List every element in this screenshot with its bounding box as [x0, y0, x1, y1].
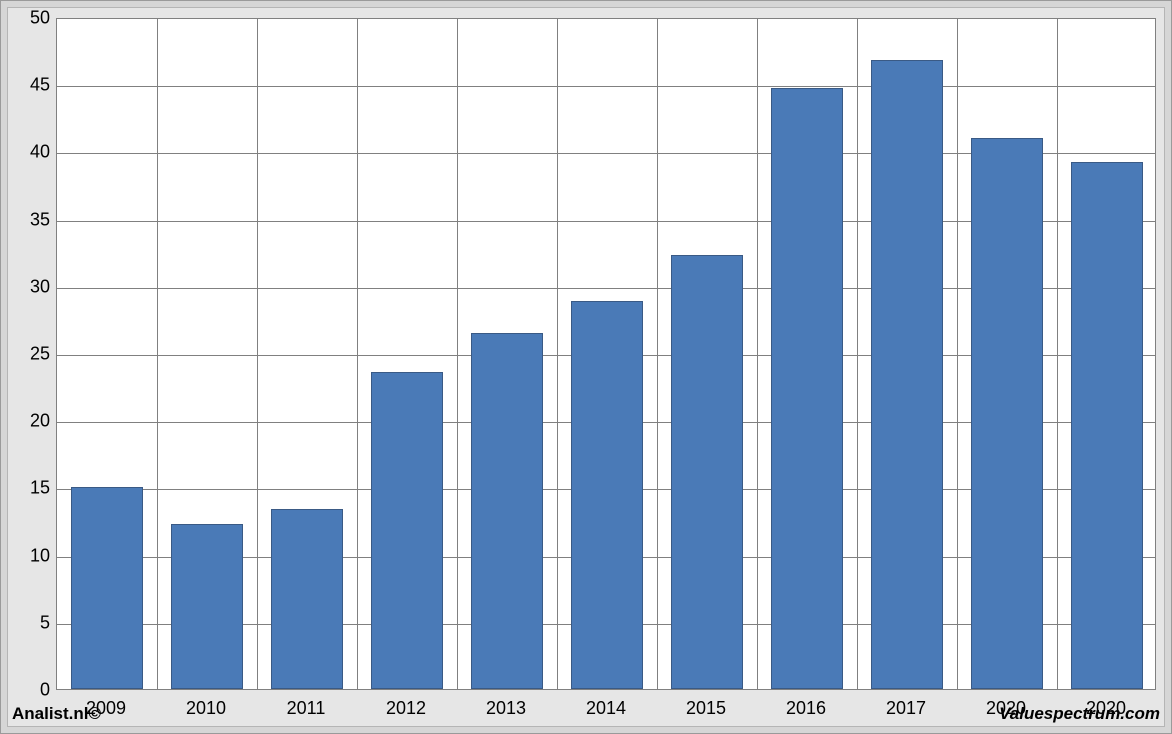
y-tick-label: 25 [8, 344, 50, 365]
y-tick-label: 10 [8, 545, 50, 566]
gridline-vertical [957, 19, 958, 689]
bar [1071, 162, 1143, 689]
x-tick-label: 2016 [786, 698, 826, 719]
x-tick-label: 2011 [287, 698, 326, 719]
bar [71, 487, 143, 689]
bar [671, 255, 743, 689]
gridline-vertical [857, 19, 858, 689]
x-tick-label: 2015 [686, 698, 726, 719]
y-tick-label: 5 [8, 612, 50, 633]
y-tick-label: 15 [8, 478, 50, 499]
y-tick-label: 30 [8, 276, 50, 297]
x-tick-label: 2012 [386, 698, 426, 719]
chart-outer-frame: 05101520253035404550 2009201020112012201… [0, 0, 1172, 734]
gridline-horizontal [57, 86, 1155, 87]
gridline-vertical [557, 19, 558, 689]
bar [171, 524, 243, 689]
x-tick-label: 2017 [886, 698, 926, 719]
x-tick-label: 2014 [586, 698, 626, 719]
bar [371, 372, 443, 689]
gridline-vertical [1057, 19, 1058, 689]
footer-right-credit: Valuespectrum.com [999, 704, 1160, 724]
plot-area [56, 18, 1156, 690]
x-tick-label: 2013 [486, 698, 526, 719]
bar [971, 138, 1043, 689]
bar [871, 60, 943, 689]
gridline-vertical [657, 19, 658, 689]
bar [271, 509, 343, 689]
footer-left-credit: Analist.nl© [12, 704, 101, 724]
y-tick-label: 45 [8, 75, 50, 96]
chart-inner-frame: 05101520253035404550 2009201020112012201… [7, 7, 1165, 727]
gridline-vertical [457, 19, 458, 689]
y-tick-label: 50 [8, 8, 50, 29]
y-tick-label: 40 [8, 142, 50, 163]
y-tick-label: 35 [8, 209, 50, 230]
y-tick-label: 0 [8, 680, 50, 701]
x-tick-label: 2010 [186, 698, 226, 719]
bar [471, 333, 543, 689]
gridline-vertical [157, 19, 158, 689]
y-tick-label: 20 [8, 411, 50, 432]
gridline-vertical [257, 19, 258, 689]
bar [771, 88, 843, 689]
bar [571, 301, 643, 689]
gridline-vertical [357, 19, 358, 689]
gridline-vertical [757, 19, 758, 689]
